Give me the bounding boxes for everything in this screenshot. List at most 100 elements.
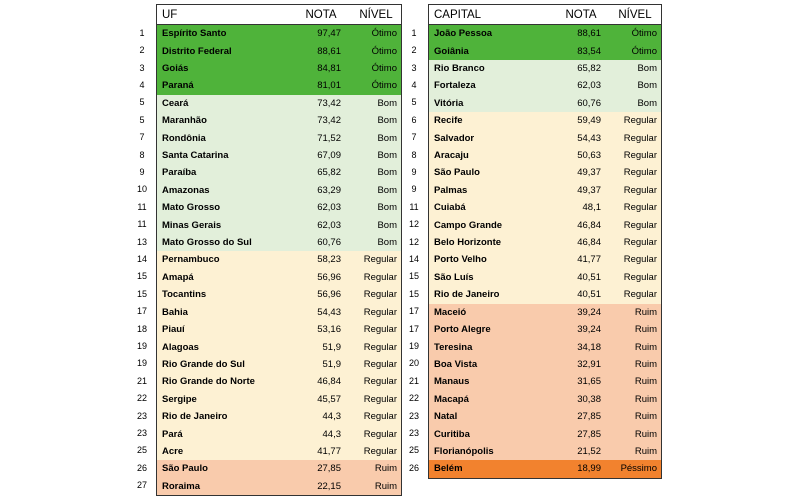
uf-rank-number: 15 [136, 271, 147, 282]
capital-cell-name: São Paulo [434, 167, 480, 179]
table-row: Paraná 81,01 Ótimo [157, 77, 401, 95]
uf-cell-nota: 62,03 [317, 202, 341, 214]
capital-cell-nota: 21,52 [577, 445, 601, 457]
uf-rank-number: 1 [139, 27, 145, 38]
uf-cell-nivel: Bom [377, 150, 397, 162]
table-row: Salvador 54,43 Regular [429, 129, 661, 147]
capital-cell-nota: 41,77 [577, 254, 601, 266]
uf-cell-nota: 81,01 [317, 80, 341, 92]
table-row: São Luís 40,51 Regular [429, 268, 661, 287]
uf-cell-nivel: Bom [377, 219, 397, 231]
uf-cell-nota: 56,96 [317, 271, 341, 283]
capital-rank-number: 17 [408, 323, 419, 334]
table-row: Fortaleza 62,03 Bom [429, 77, 661, 95]
capital-cell-nivel: Ruim [634, 376, 657, 388]
uf-cell-nota: 67,09 [317, 150, 341, 162]
uf-cell-nota: 60,76 [317, 237, 341, 249]
capital-cell-name: Macapá [434, 393, 469, 405]
table-row: Rio de Janeiro 40,51 Regular [429, 286, 661, 304]
uf-cell-nota: 54,43 [317, 306, 341, 318]
uf-cell-name: Pernambuco [162, 254, 220, 266]
capital-cell-nivel: Ruim [634, 428, 657, 440]
capital-cell-nivel: Regular [623, 219, 657, 231]
table-row: Florianópolis 21,52 Ruim [429, 442, 661, 461]
uf-rank-number: 19 [136, 341, 147, 352]
table-row: Maranhão 73,42 Bom [157, 112, 401, 130]
capital-cell-nivel: Ruim [634, 393, 657, 405]
table-row: Goiás 84,81 Ótimo [157, 59, 401, 78]
capital-cell-nivel: Ruim [634, 341, 657, 353]
uf-cell-nota: 88,61 [317, 45, 341, 57]
uf-rank-number: 19 [136, 358, 147, 369]
uf-cell-name: Acre [162, 445, 184, 457]
uf-rank-number: 4 [139, 79, 145, 90]
table-row: Palmas 49,37 Regular [429, 181, 661, 200]
capital-rank-column: 1 2 3 4 5 6 7 8 9 9 11 12 12 14 15 15 17 17 19 20 21 22 23 23 25… [400, 4, 428, 479]
uf-rank-number: 17 [136, 306, 147, 317]
capital-cell-name: Vitória [434, 97, 464, 109]
capital-cell-nota: 49,37 [577, 184, 601, 196]
capital-cell-name: Maceió [434, 306, 467, 318]
uf-cell-nota: 53,16 [317, 324, 341, 336]
uf-cell-name: Alagoas [162, 341, 199, 353]
capital-cell-name: Campo Grande [434, 219, 503, 231]
table-row: Alagoas 51,9 Regular [157, 338, 401, 356]
uf-rank-number: 5 [139, 97, 145, 108]
table-row: Bahia 54,43 Regular [157, 303, 401, 321]
uf-cell-nota: 51,9 [322, 341, 342, 353]
uf-cell-nivel: Regular [363, 445, 397, 457]
uf-cell-nivel: Ótimo [371, 28, 397, 40]
uf-cell-nota: 73,42 [317, 97, 341, 109]
capital-cell-nivel: Ruim [634, 445, 657, 457]
capital-cell-name: Cuiabá [434, 202, 466, 214]
uf-cell-name: Amapá [162, 271, 194, 283]
capital-cell-name: Rio de Janeiro [434, 289, 500, 301]
capital-cell-nota: 32,91 [577, 358, 601, 370]
capital-cell-name: Fortaleza [434, 80, 476, 92]
table-row: Rio Branco 65,82 Bom [429, 59, 661, 78]
uf-cell-name: Paraná [162, 80, 194, 92]
table-row: Teresina 34,18 Ruim [429, 338, 661, 356]
capital-cell-nota: 40,51 [577, 271, 601, 283]
capital-cell-name: Boa Vista [434, 358, 478, 370]
capital-cell-name: Rio Branco [434, 63, 485, 75]
table-row: Amazonas 63,29 Bom [157, 181, 401, 200]
uf-cell-nivel: Ótimo [371, 45, 397, 57]
capital-cell-name: Manaus [434, 376, 470, 388]
table-row: Porto Velho 41,77 Regular [429, 251, 661, 269]
uf-cell-nivel: Bom [377, 167, 397, 179]
capital-cell-name: Porto Velho [434, 254, 487, 266]
uf-cell-nivel: Regular [363, 254, 397, 266]
uf-cell-nivel: Regular [363, 358, 397, 370]
uf-cell-nivel: Regular [363, 341, 397, 353]
uf-rank-number: 23 [136, 410, 147, 421]
uf-rank-column: 1 2 3 4 5 5 7 8 9 10 11 11 13 14 15 15 17 18 19 19 21 22 23 23 2… [128, 4, 156, 496]
table-row: Rio de Janeiro 44,3 Regular [157, 407, 401, 426]
capital-cell-nivel: Regular [623, 184, 657, 196]
table-row: Campo Grande 46,84 Regular [429, 216, 661, 234]
capital-cell-nota: 46,84 [577, 219, 601, 231]
capital-cell-name: São Luís [434, 271, 474, 283]
table-row: Acre 41,77 Regular [157, 442, 401, 461]
uf-cell-nota: 46,84 [317, 376, 341, 388]
uf-cell-nivel: Bom [377, 132, 397, 144]
capital-rank-number: 23 [408, 428, 419, 439]
uf-cell-nota: 27,85 [317, 463, 341, 475]
table-row: João Pessoa 88,61 Ótimo [429, 25, 661, 43]
table-row: Maceió 39,24 Ruim [429, 303, 661, 321]
uf-rank-number: 18 [136, 323, 147, 334]
capital-table: CAPITAL NOTA NÍVEL João Pessoa 88,61 Ótimo… [428, 4, 662, 479]
uf-rank-number: 26 [136, 462, 147, 473]
table-row: Amapá 56,96 Regular [157, 268, 401, 287]
uf-cell-nota: 73,42 [317, 115, 341, 127]
uf-rank-number: 23 [136, 428, 147, 439]
capital-cell-nivel: Regular [623, 202, 657, 214]
uf-cell-name: Rio de Janeiro [162, 411, 228, 423]
uf-cell-nivel: Regular [363, 393, 397, 405]
table-row: Manaus 31,65 Ruim [429, 373, 661, 391]
uf-cell-nota: 41,77 [317, 445, 341, 457]
capital-cell-nota: 59,49 [577, 115, 601, 127]
uf-rank-number: 10 [136, 184, 147, 195]
capital-cell-name: Florianópolis [434, 445, 494, 457]
table-row: Piauí 53,16 Regular [157, 320, 401, 339]
